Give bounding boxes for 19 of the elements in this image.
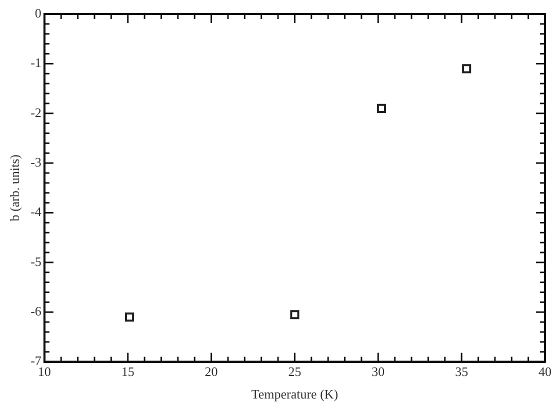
x-tick-label: 15: [121, 364, 134, 380]
y-tick-label: -5: [30, 254, 42, 269]
y-tick-label: -6: [30, 304, 42, 319]
x-tick-label: 30: [372, 364, 385, 380]
y-tick-label: -4: [30, 204, 42, 220]
point: [376, 104, 386, 113]
point: [290, 310, 300, 320]
point: [462, 64, 472, 74]
y-tick-label: -2: [30, 104, 42, 120]
x-tick-label: 35: [455, 364, 468, 380]
y-tick-label: -3: [30, 154, 42, 170]
y-axis-title: b (arb. units): [7, 154, 22, 222]
point: [124, 312, 134, 322]
x-tick-label: 20: [204, 364, 218, 380]
y-tick-label: 0: [34, 5, 42, 20]
x-axis-title: Temperature (K): [251, 386, 338, 402]
x-tick-label: 25: [288, 364, 302, 380]
x-tick-label: 40: [538, 364, 552, 380]
y-tick-label: -1: [30, 55, 42, 70]
